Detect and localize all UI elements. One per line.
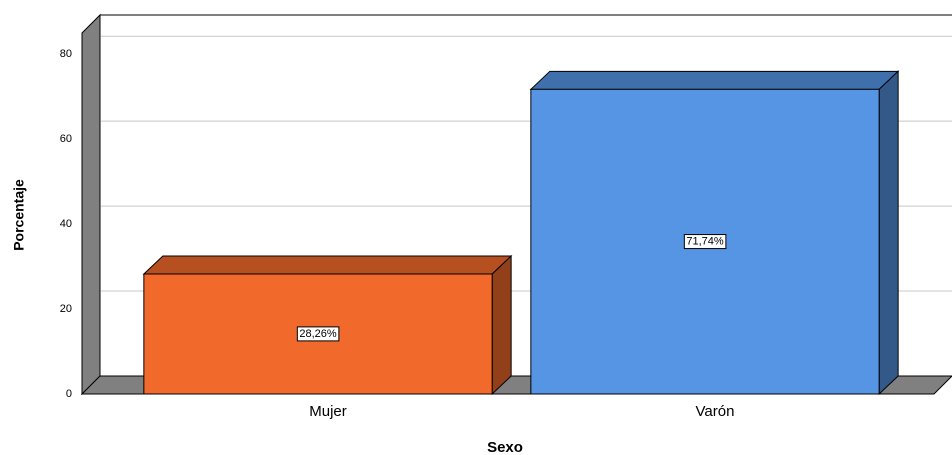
bar-top [529,70,900,90]
bar-side [491,254,512,396]
bar-side [878,70,899,396]
y-tick-label: 20 [60,303,72,315]
value-label: 28,26% [299,328,337,340]
x-tick-label: Varón [696,403,735,420]
x-tick-label: Mujer [309,403,347,420]
y-tick-label: 60 [60,133,72,145]
y-tick-label: 0 [66,388,72,400]
value-label-box [296,326,340,342]
y-axis-label: Porcentaje [11,179,27,251]
value-label: 71,74% [686,236,724,248]
bar-top [142,255,513,275]
y-tick-label: 40 [60,218,72,230]
x-axis-label: Sexo [487,439,523,455]
value-label-box [683,234,727,250]
left-wall [81,13,101,396]
y-tick-label: 80 [60,48,72,60]
